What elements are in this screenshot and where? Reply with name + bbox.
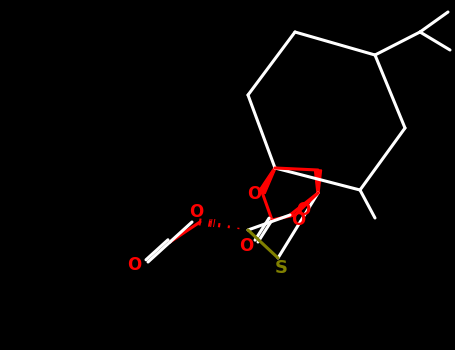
Text: O: O [291, 211, 305, 229]
Text: O: O [189, 203, 203, 221]
Text: O: O [239, 237, 253, 255]
Text: O: O [247, 185, 261, 203]
Polygon shape [259, 168, 276, 194]
Text: III: III [207, 219, 216, 229]
Text: O: O [127, 256, 141, 274]
Text: S: S [274, 259, 288, 277]
Text: O: O [296, 201, 310, 219]
Polygon shape [314, 170, 322, 193]
